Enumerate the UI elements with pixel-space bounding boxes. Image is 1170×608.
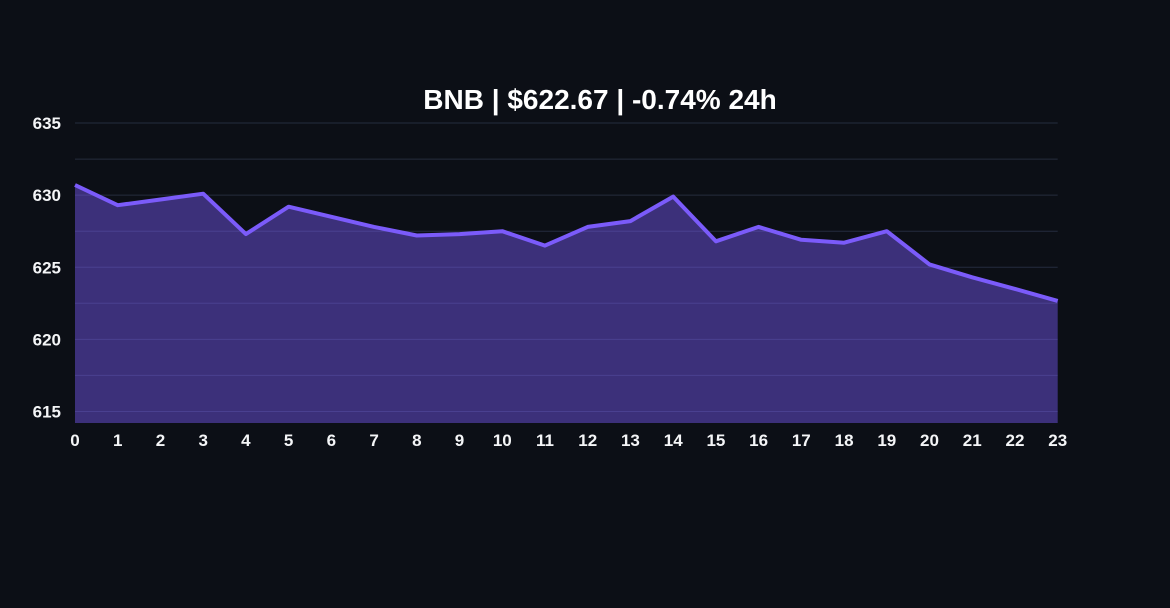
x-tick-label: 9	[455, 431, 464, 450]
y-tick-label: 635	[33, 114, 61, 133]
x-tick-label: 7	[369, 431, 378, 450]
x-tick-label: 20	[920, 431, 939, 450]
x-tick-label: 13	[621, 431, 640, 450]
x-tick-label: 10	[493, 431, 512, 450]
y-tick-label: 625	[33, 258, 61, 277]
y-tick-label: 620	[33, 330, 61, 349]
chart-title: BNB | $622.67 | -0.74% 24h	[423, 84, 776, 115]
x-tick-label: 16	[749, 431, 768, 450]
x-tick-label: 8	[412, 431, 421, 450]
y-tick-label: 615	[33, 402, 61, 421]
x-tick-label: 12	[578, 431, 597, 450]
price-line	[74, 183, 1059, 303]
x-tick-label: 19	[877, 431, 896, 450]
gridlines	[75, 122, 1058, 412]
x-tick-label: 0	[70, 431, 79, 450]
x-tick-label: 18	[835, 431, 854, 450]
x-tick-label: 3	[198, 431, 207, 450]
x-tick-label: 11	[536, 431, 554, 450]
x-tick-label: 17	[792, 431, 811, 450]
x-tick-label: 23	[1048, 431, 1067, 450]
x-tick-label: 15	[706, 431, 725, 450]
x-tick-label: 2	[156, 431, 165, 450]
y-tick-label: 630	[33, 186, 61, 205]
y-axis-labels: 615 620 625 630 635	[33, 114, 61, 421]
x-tick-label: 21	[963, 431, 982, 450]
price-area	[75, 185, 1058, 423]
x-tick-label: 4	[241, 431, 251, 450]
x-tick-label: 22	[1006, 431, 1025, 450]
x-axis-labels: 0 1 2 3 4 5 6 7 8 9 10 11 12 13 14 15 16 17 18 19 20 21 22 23	[70, 431, 1067, 450]
x-tick-label: 5	[284, 431, 293, 450]
x-tick-label: 1	[113, 431, 122, 450]
x-tick-label: 6	[327, 431, 336, 450]
x-tick-label: 14	[664, 431, 683, 450]
